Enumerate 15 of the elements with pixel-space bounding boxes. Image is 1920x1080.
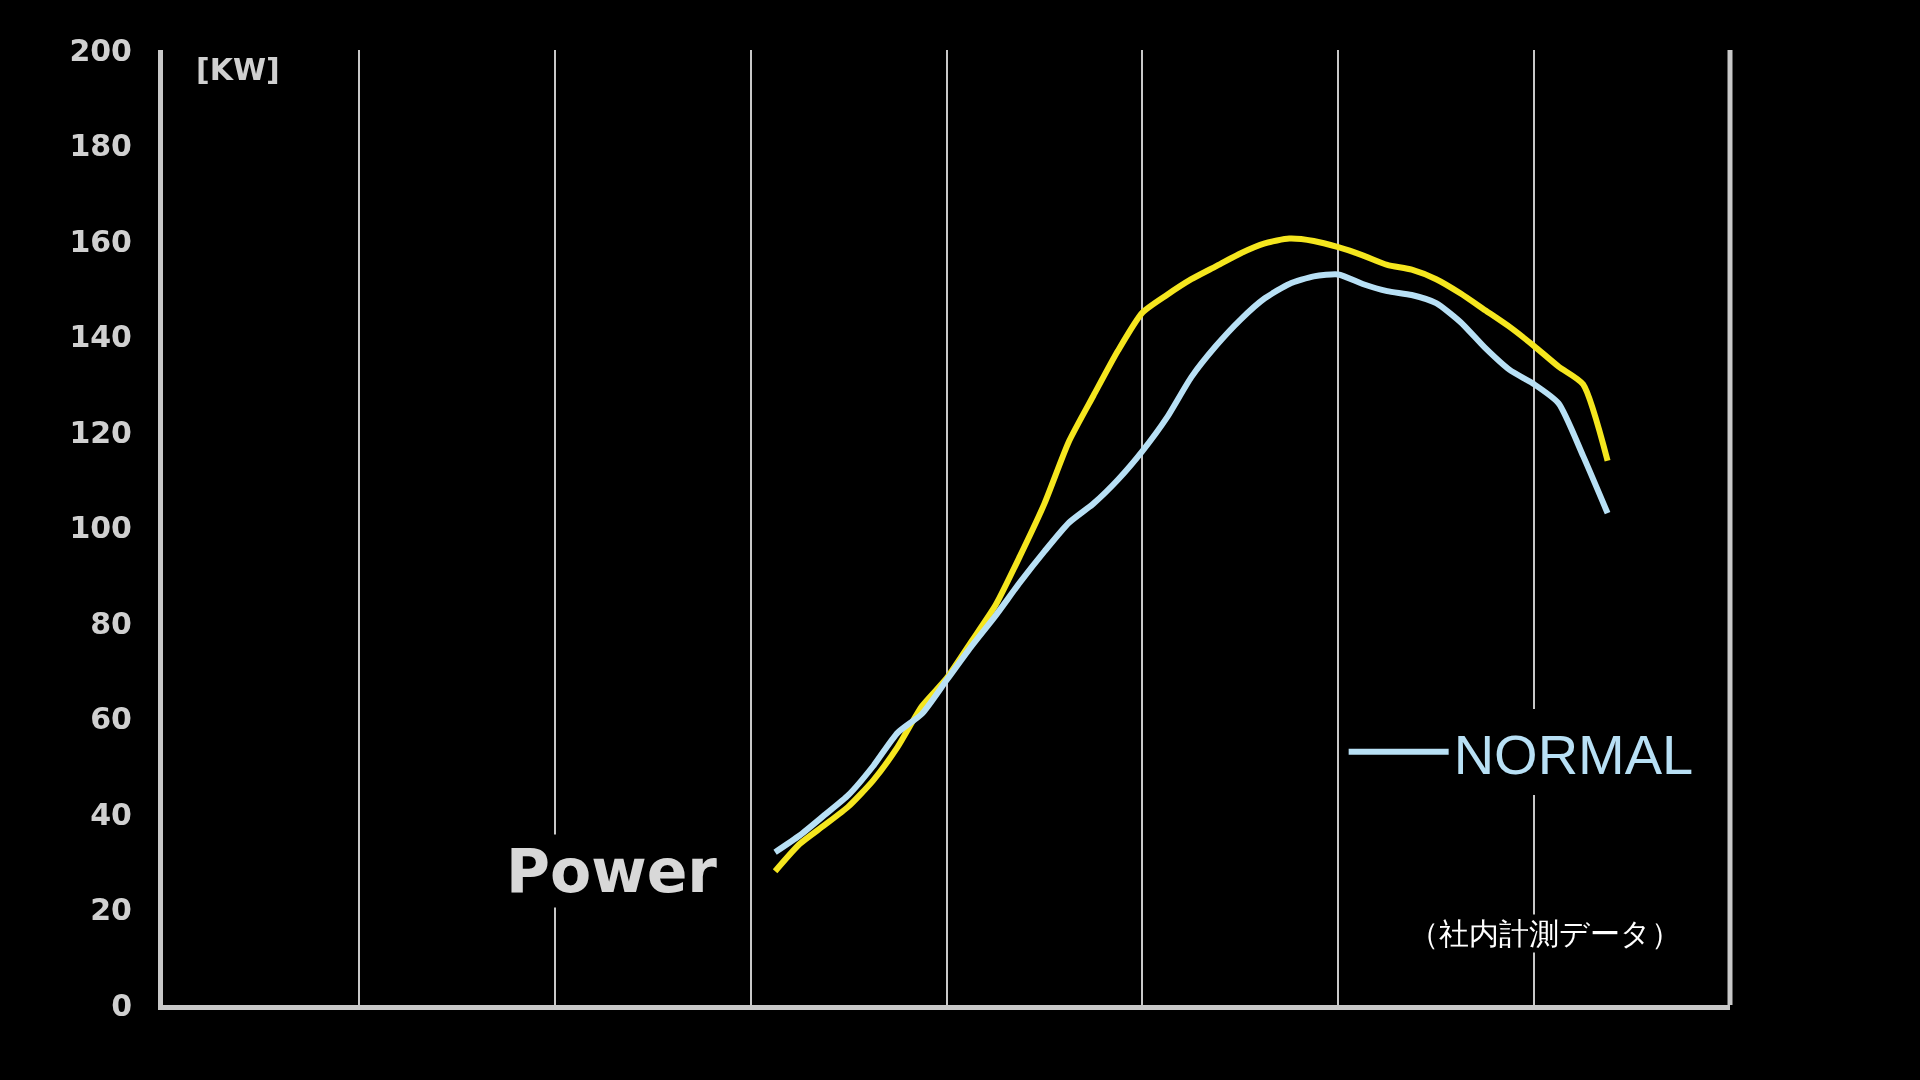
y-tick-label: 180 [69,128,132,163]
y-tick-label: 20 [90,892,132,927]
legend-label: NORMAL [1453,722,1694,786]
y-axis-title: [KW] [196,52,280,87]
y-tick-label: 100 [69,510,132,545]
y-tick-label: 40 [90,796,132,832]
y-tick-label: 80 [90,605,132,641]
annotation: Power [506,836,718,906]
y-tick-label: 140 [69,319,132,354]
y-tick-label: 200 [69,32,132,68]
y-tick-label: 0 [111,987,132,1023]
y-tick-label: 120 [69,414,132,450]
y-tick-label: 60 [90,701,132,736]
annotation: （社内計測データ） [1409,916,1681,951]
y-tick-label: 160 [69,223,132,259]
